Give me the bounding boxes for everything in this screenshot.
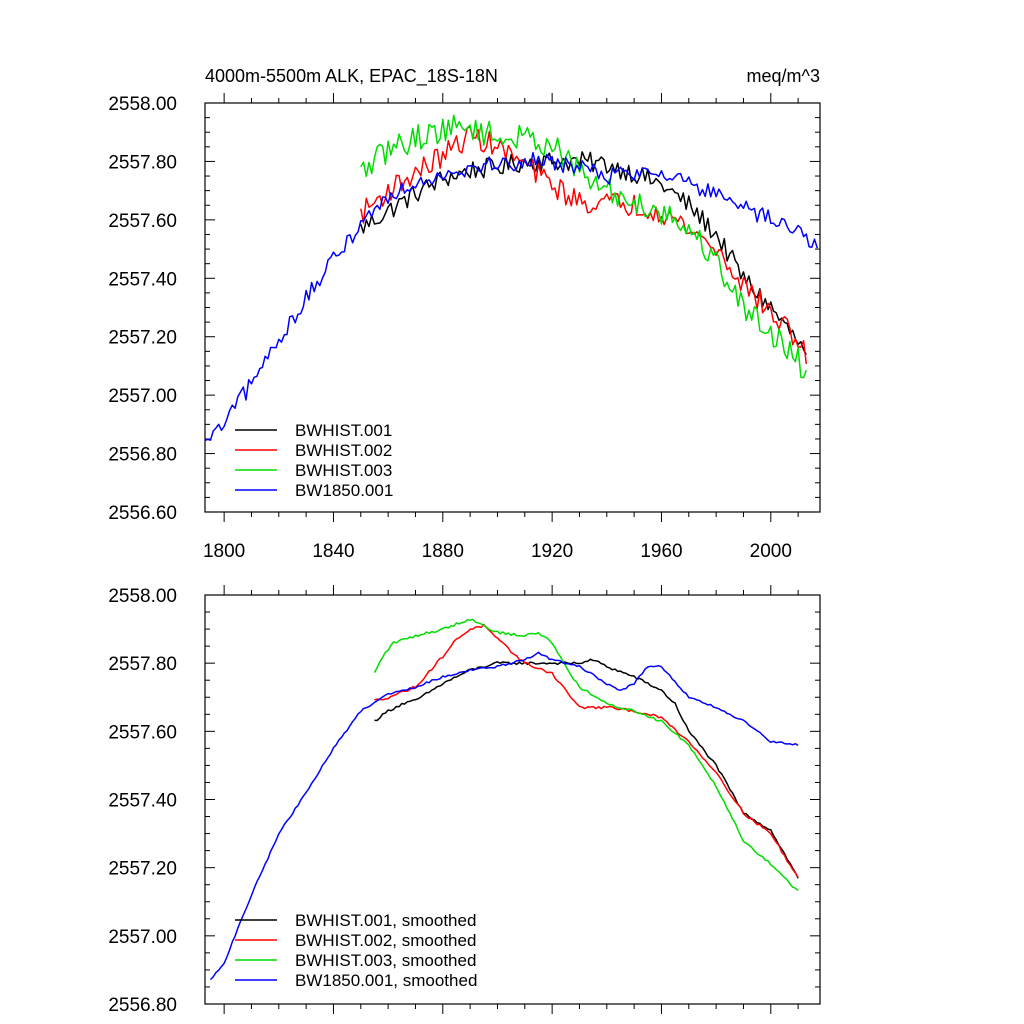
top-xtick-label: 1800 [203,541,245,562]
bottom-series-line-2 [374,623,799,878]
bottom-series-line-3 [373,618,799,891]
top-ytick-label: 2558.00 [108,94,177,115]
panel-top-chart: 4000m-5500m ALK, EPAC_18S-18N meq/m^3 25… [108,66,821,562]
top-ytick-label: 2557.80 [108,152,177,173]
bottom-ytick-label: 2557.80 [108,654,177,675]
panel-bottom-chart: 2556.80 2557.00 2557.20 2557.40 2557.60 2557.… [108,585,821,1016]
top-chart-title: 4000m-5500m ALK, EPAC_18S-18N [205,66,498,87]
top-plot-content: 2556.60 2556.80 2557.00 2557.20 2557.40 2557.… [108,93,821,562]
top-legend-label-1: BWHIST.001 [295,421,392,440]
bottom-legend-label-3: BWHIST.003, smoothed [295,951,476,970]
top-series-line-3 [360,114,808,379]
top-ytick-label: 2557.40 [108,269,177,290]
bottom-ytick-label: 2557.60 [108,722,177,743]
top-xtick-label: 1920 [531,541,573,562]
bottom-ytick-label: 2556.80 [108,995,177,1016]
top-ytick-label: 2557.20 [108,328,177,349]
top-xtick-label: 1840 [312,541,354,562]
top-series-line-1 [360,151,807,355]
top-xtick-label: 2000 [750,541,792,562]
bottom-ytick-label: 2557.00 [108,927,177,948]
top-ytick-label: 2557.60 [108,211,177,232]
top-chart-units: meq/m^3 [747,66,820,86]
top-series-line-4 [204,151,819,442]
bottom-plot-content: 2556.80 2557.00 2557.20 2557.40 2557.60 2557.… [108,585,821,1016]
bottom-ytick-label: 2557.20 [108,859,177,880]
bottom-ytick-label: 2557.40 [108,791,177,812]
bottom-series-line-1 [374,658,799,879]
top-ytick-label: 2556.60 [108,503,177,524]
bottom-legend-label-2: BWHIST.002, smoothed [295,931,476,950]
bottom-series-line-4 [209,651,799,981]
bottom-ytick-label: 2558.00 [108,586,177,607]
top-xtick-label: 1960 [640,541,682,562]
top-series-line-2 [360,126,808,364]
top-legend-label-4: BW1850.001 [295,481,393,500]
top-ytick-label: 2557.00 [108,386,177,407]
top-legend-label-2: BWHIST.002 [295,441,392,460]
bottom-legend-label-1: BWHIST.001, smoothed [295,911,476,930]
bottom-legend-label-4: BW1850.001, smoothed [295,971,477,990]
top-legend-label-3: BWHIST.003 [295,461,392,480]
top-xtick-label: 1880 [422,541,464,562]
top-ytick-label: 2556.80 [108,445,177,466]
